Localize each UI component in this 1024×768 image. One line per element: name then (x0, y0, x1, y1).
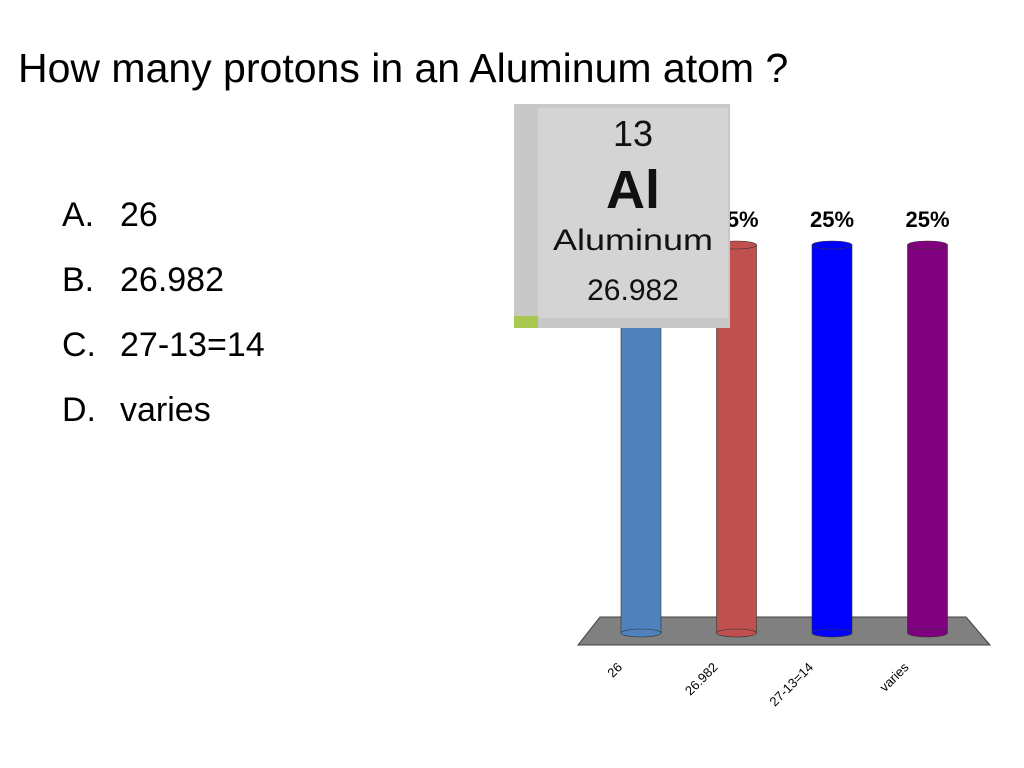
x-tick-label: varies (876, 659, 911, 694)
element-tile: 13 Al Aluminum 26.982 (514, 104, 730, 328)
option-letter: A. (62, 196, 94, 234)
option-letter: C. (62, 326, 96, 364)
bar-base (907, 628, 948, 638)
bar-base (620, 628, 662, 638)
tile-symbol: Al (606, 160, 660, 220)
option-text: 26.982 (120, 261, 224, 299)
option-letter: D. (62, 391, 96, 429)
bar-cap (811, 240, 853, 250)
tile-face (538, 108, 728, 318)
option-text: 26 (120, 196, 158, 234)
tile-name: Aluminum (553, 224, 713, 257)
option-letter: B. (62, 261, 94, 299)
bar (811, 244, 853, 634)
x-tick-label: 26 (604, 660, 625, 681)
slide-title: How many protons in an Aluminum atom ? (18, 45, 788, 91)
option-text: varies (120, 391, 211, 429)
tile-number: 13 (613, 113, 653, 154)
x-tick-label: 26.982 (682, 660, 721, 699)
value-label: 25% (810, 207, 854, 232)
bar-base (716, 628, 757, 638)
bar-cap (907, 240, 948, 250)
options: A. 26 B. 26.982 C. 27-13=14 D. varies (62, 196, 265, 429)
option-text: 27-13=14 (120, 326, 265, 364)
tile-mass: 26.982 (587, 274, 679, 307)
tile-corner (514, 316, 538, 328)
bar-base (811, 628, 853, 638)
bar (907, 244, 948, 634)
x-tick-label: 27-13=14 (766, 660, 816, 710)
value-label: 25% (905, 207, 949, 232)
